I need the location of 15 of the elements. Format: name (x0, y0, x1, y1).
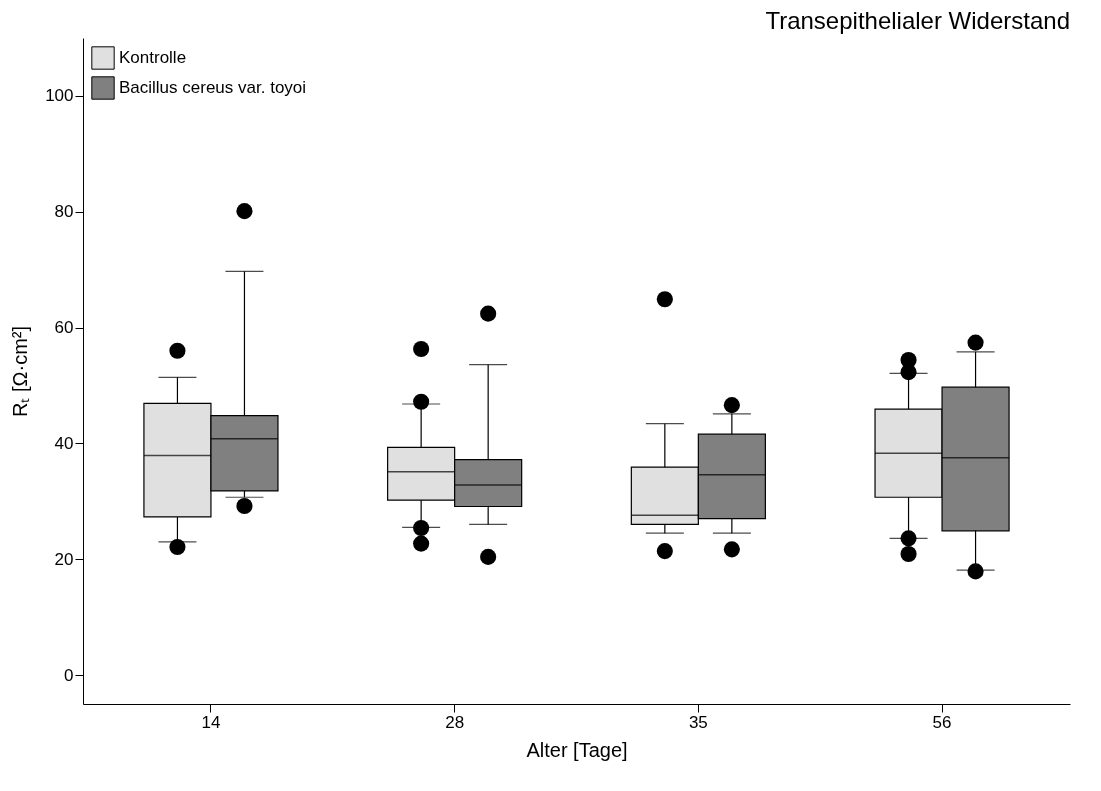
y-tick-label: 0 (64, 665, 74, 685)
y-tick-label: 20 (54, 549, 74, 569)
chart-title: Transepithelialer Widerstand (765, 7, 1070, 34)
y-tick-label: 80 (54, 202, 74, 222)
y-tick-label: 60 (54, 318, 74, 338)
y-axis-title: Rₜ [Ω·cm²] (9, 325, 32, 418)
y-tick-label: 100 (45, 86, 74, 106)
x-tick-label: 56 (932, 712, 952, 732)
x-tick-label: 35 (688, 712, 708, 732)
y-tick-label: 40 (54, 433, 74, 453)
x-axis-title: Alter [Tage] (526, 738, 628, 761)
legend-label: Kontrolle (119, 48, 187, 67)
x-tick-label: 14 (201, 712, 221, 732)
legend-label: Bacillus cereus var. toyoi (119, 78, 307, 97)
x-tick-label: 28 (445, 712, 465, 732)
